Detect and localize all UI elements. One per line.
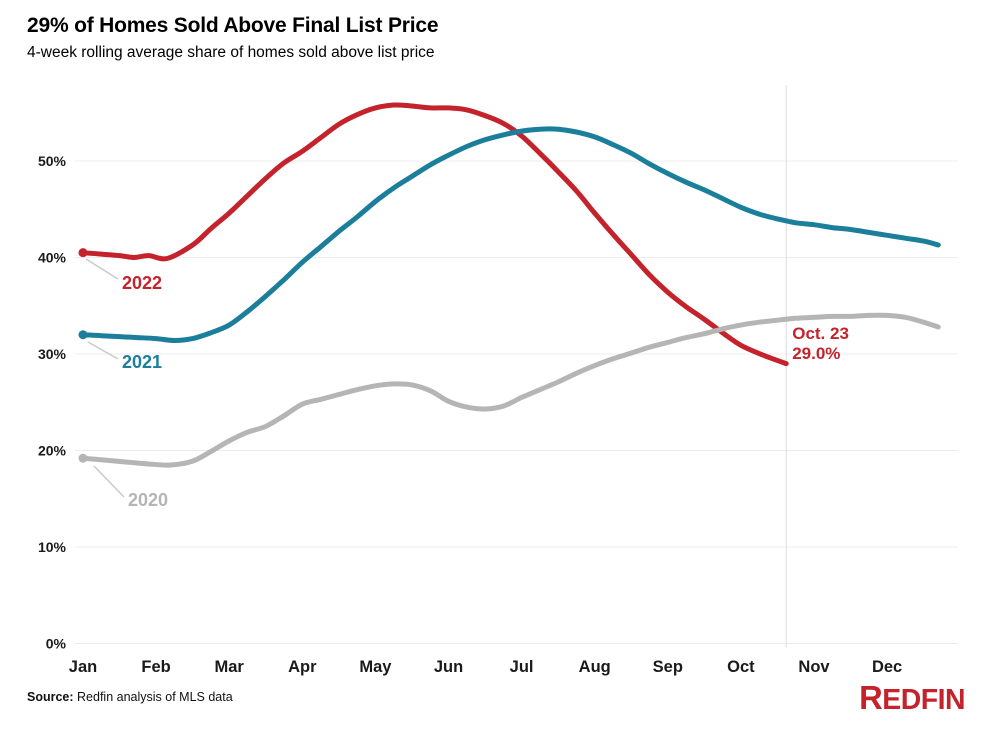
series-label-2022: 2022: [122, 273, 162, 293]
x-tick-label: May: [359, 658, 392, 676]
y-tick-label: 40%: [38, 250, 67, 266]
source-text: Redfin analysis of MLS data: [73, 690, 233, 704]
x-tick-label: Jun: [434, 658, 463, 676]
y-tick-label: 10%: [38, 539, 67, 555]
annotation-date: Oct. 23: [792, 324, 849, 343]
series-start-dot-2022: [78, 248, 88, 258]
series-label-2020: 2020: [128, 490, 168, 510]
series-leader-line-2022: [85, 258, 119, 280]
x-tick-label: Jan: [69, 658, 97, 676]
x-tick-label: Dec: [872, 658, 902, 676]
x-tick-label: Oct: [727, 658, 755, 676]
chart-title: 29% of Homes Sold Above Final List Price: [27, 14, 439, 37]
x-tick-label: Mar: [215, 658, 245, 676]
annotation-value: 29.0%: [792, 344, 840, 363]
y-tick-label: 30%: [38, 346, 67, 362]
y-tick-label: 20%: [38, 443, 67, 459]
redfin-logo: REDFIN: [859, 680, 965, 717]
x-tick-label: Apr: [288, 658, 317, 676]
series-line-2022: [80, 102, 789, 367]
x-tick-label: Aug: [579, 658, 611, 676]
series-leader-line-2021: [87, 341, 119, 360]
source-label: Source:: [27, 690, 74, 704]
x-tick-label: Sep: [653, 658, 683, 676]
y-tick-label: 0%: [46, 636, 67, 652]
series-leader-line-2020: [93, 465, 125, 498]
y-tick-label: 50%: [38, 153, 67, 169]
x-tick-label: Jul: [510, 658, 534, 676]
series-start-dot-2021: [78, 330, 88, 340]
series-start-dot-2020: [78, 453, 88, 463]
series-line-2021: [80, 126, 941, 343]
series-line-2020: [80, 312, 941, 468]
x-tick-label: Feb: [141, 658, 170, 676]
chart-subtitle: 4-week rolling average share of homes so…: [27, 44, 435, 61]
series-label-2021: 2021: [122, 352, 162, 372]
x-tick-label: Nov: [798, 658, 830, 676]
source-note: Source: Redfin analysis of MLS data: [27, 690, 233, 704]
